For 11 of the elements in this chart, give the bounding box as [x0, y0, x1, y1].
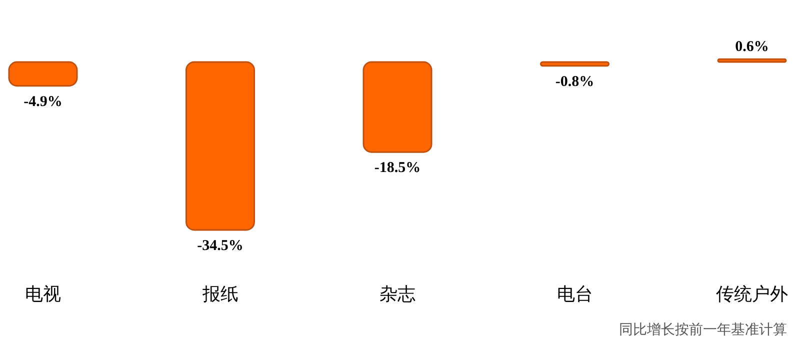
x-tick-label: 电视 [25, 284, 61, 305]
data-label: -4.9% [24, 94, 62, 110]
data-label: 0.6% [735, 39, 769, 56]
text: 同比增长按前一年基准计算 [619, 322, 787, 338]
x-tick-label: 报纸 [201, 284, 238, 305]
data-label: -34.5% [197, 238, 244, 254]
x-tick-label: 杂志 [380, 284, 416, 305]
data-label: -18.5% [374, 160, 421, 176]
data-label: -0.8% [555, 74, 594, 90]
x-tick-label: 电台 [556, 284, 593, 305]
x-tick-label: 传统户外 [716, 284, 788, 305]
